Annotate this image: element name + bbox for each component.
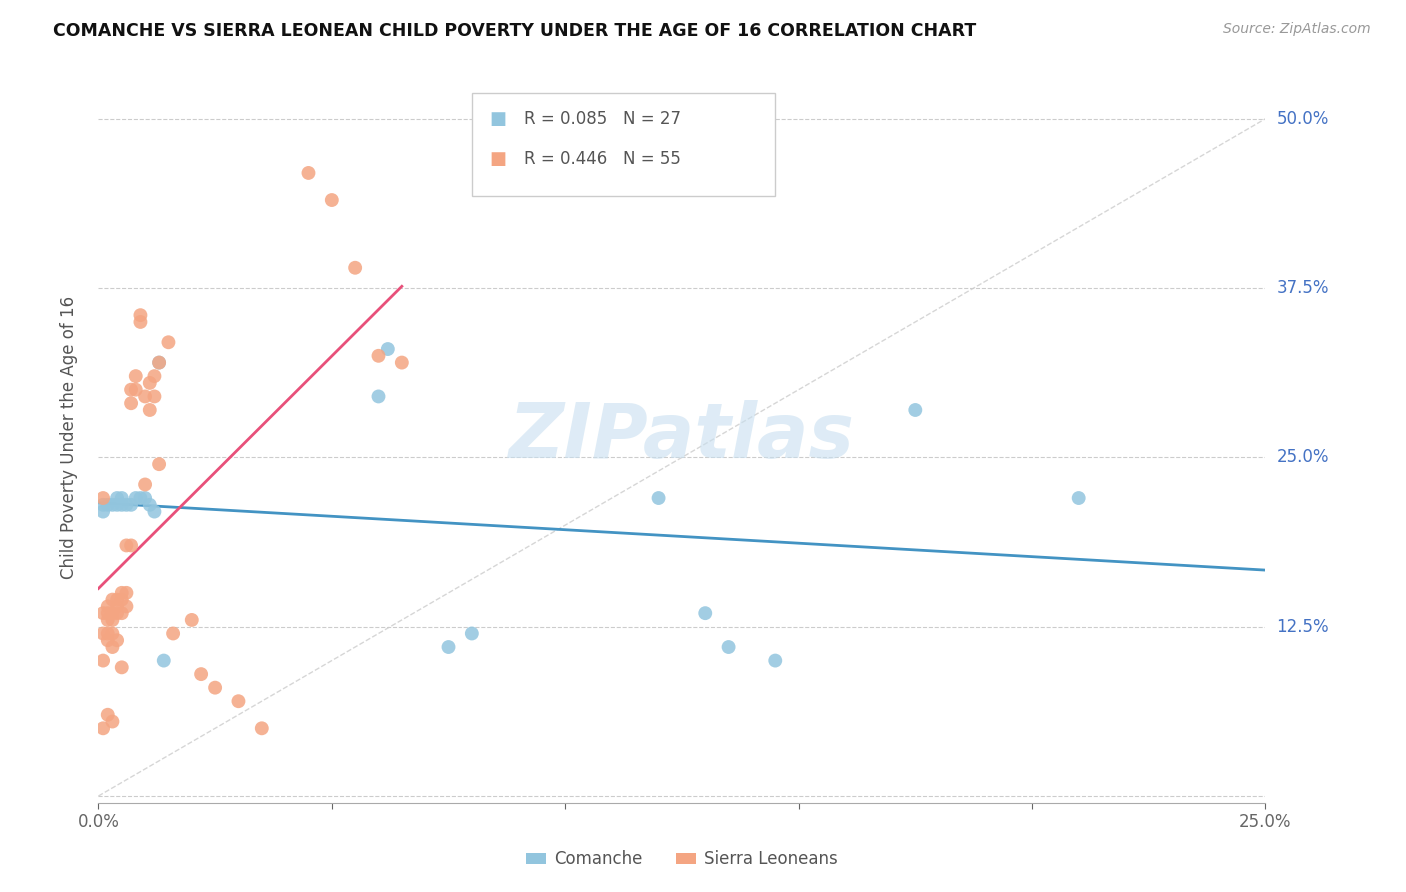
Point — [461, 626, 484, 640]
Y-axis label: Child Poverty Under the Age of 16: Child Poverty Under the Age of 16 — [59, 295, 77, 579]
Text: ■: ■ — [489, 110, 506, 128]
Legend: Comanche, Sierra Leoneans: Comanche, Sierra Leoneans — [519, 844, 845, 875]
Point — [129, 491, 152, 505]
Point — [101, 714, 124, 729]
Point — [101, 613, 124, 627]
Point — [97, 707, 120, 722]
Point — [111, 491, 134, 505]
Point — [115, 498, 138, 512]
Text: R = 0.085   N = 27: R = 0.085 N = 27 — [524, 110, 682, 128]
Point — [143, 505, 166, 519]
Point — [91, 606, 114, 620]
Text: Source: ZipAtlas.com: Source: ZipAtlas.com — [1223, 22, 1371, 37]
Point — [152, 654, 174, 668]
Point — [344, 260, 367, 275]
Text: 37.5%: 37.5% — [1277, 279, 1329, 297]
Point — [120, 396, 142, 410]
Point — [97, 613, 120, 627]
Point — [129, 308, 152, 322]
Point — [134, 491, 156, 505]
Point — [97, 606, 120, 620]
Point — [97, 626, 120, 640]
Point — [101, 592, 124, 607]
Point — [91, 721, 114, 735]
Text: COMANCHE VS SIERRA LEONEAN CHILD POVERTY UNDER THE AGE OF 16 CORRELATION CHART: COMANCHE VS SIERRA LEONEAN CHILD POVERTY… — [53, 22, 977, 40]
Point — [367, 349, 389, 363]
Point — [115, 538, 138, 552]
FancyBboxPatch shape — [472, 94, 775, 195]
Point — [695, 606, 717, 620]
Point — [105, 633, 128, 648]
Point — [148, 457, 170, 471]
Point — [377, 342, 399, 356]
Point — [1067, 491, 1090, 505]
Point — [120, 498, 142, 512]
Point — [105, 599, 128, 614]
Point — [143, 369, 166, 384]
Point — [139, 498, 162, 512]
Point — [91, 626, 114, 640]
Point — [125, 369, 148, 384]
Point — [717, 640, 740, 654]
Point — [111, 660, 134, 674]
Point — [101, 640, 124, 654]
Point — [101, 606, 124, 620]
Point — [134, 477, 156, 491]
Point — [162, 626, 184, 640]
Point — [763, 654, 786, 668]
Point — [97, 633, 120, 648]
Point — [97, 498, 120, 512]
Point — [105, 606, 128, 620]
Point — [228, 694, 250, 708]
Point — [321, 193, 343, 207]
Point — [91, 498, 114, 512]
Point — [148, 355, 170, 369]
Point — [129, 315, 152, 329]
Point — [101, 498, 124, 512]
Point — [437, 640, 460, 654]
Point — [367, 389, 389, 403]
Text: 25.0%: 25.0% — [1277, 449, 1329, 467]
Text: R = 0.446   N = 55: R = 0.446 N = 55 — [524, 150, 682, 168]
Point — [97, 599, 120, 614]
Point — [105, 498, 128, 512]
Point — [91, 491, 114, 505]
Point — [111, 592, 134, 607]
Point — [904, 403, 927, 417]
Point — [125, 491, 148, 505]
Point — [111, 606, 134, 620]
Point — [157, 335, 180, 350]
Point — [91, 654, 114, 668]
Text: 12.5%: 12.5% — [1277, 618, 1329, 636]
Point — [105, 491, 128, 505]
Text: 50.0%: 50.0% — [1277, 110, 1329, 128]
Point — [111, 498, 134, 512]
Point — [120, 538, 142, 552]
Point — [120, 383, 142, 397]
Point — [190, 667, 212, 681]
Text: ■: ■ — [489, 150, 506, 168]
Point — [297, 166, 319, 180]
Point — [139, 376, 162, 390]
Point — [115, 586, 138, 600]
Point — [101, 626, 124, 640]
Point — [115, 599, 138, 614]
Point — [143, 389, 166, 403]
Point — [111, 586, 134, 600]
Point — [125, 383, 148, 397]
Point — [105, 592, 128, 607]
Point — [139, 403, 162, 417]
Point — [148, 355, 170, 369]
Text: ZIPatlas: ZIPatlas — [509, 401, 855, 474]
Point — [180, 613, 202, 627]
Point — [91, 505, 114, 519]
Point — [391, 355, 413, 369]
Point — [250, 721, 273, 735]
Point — [647, 491, 669, 505]
Point — [134, 389, 156, 403]
Point — [204, 681, 226, 695]
